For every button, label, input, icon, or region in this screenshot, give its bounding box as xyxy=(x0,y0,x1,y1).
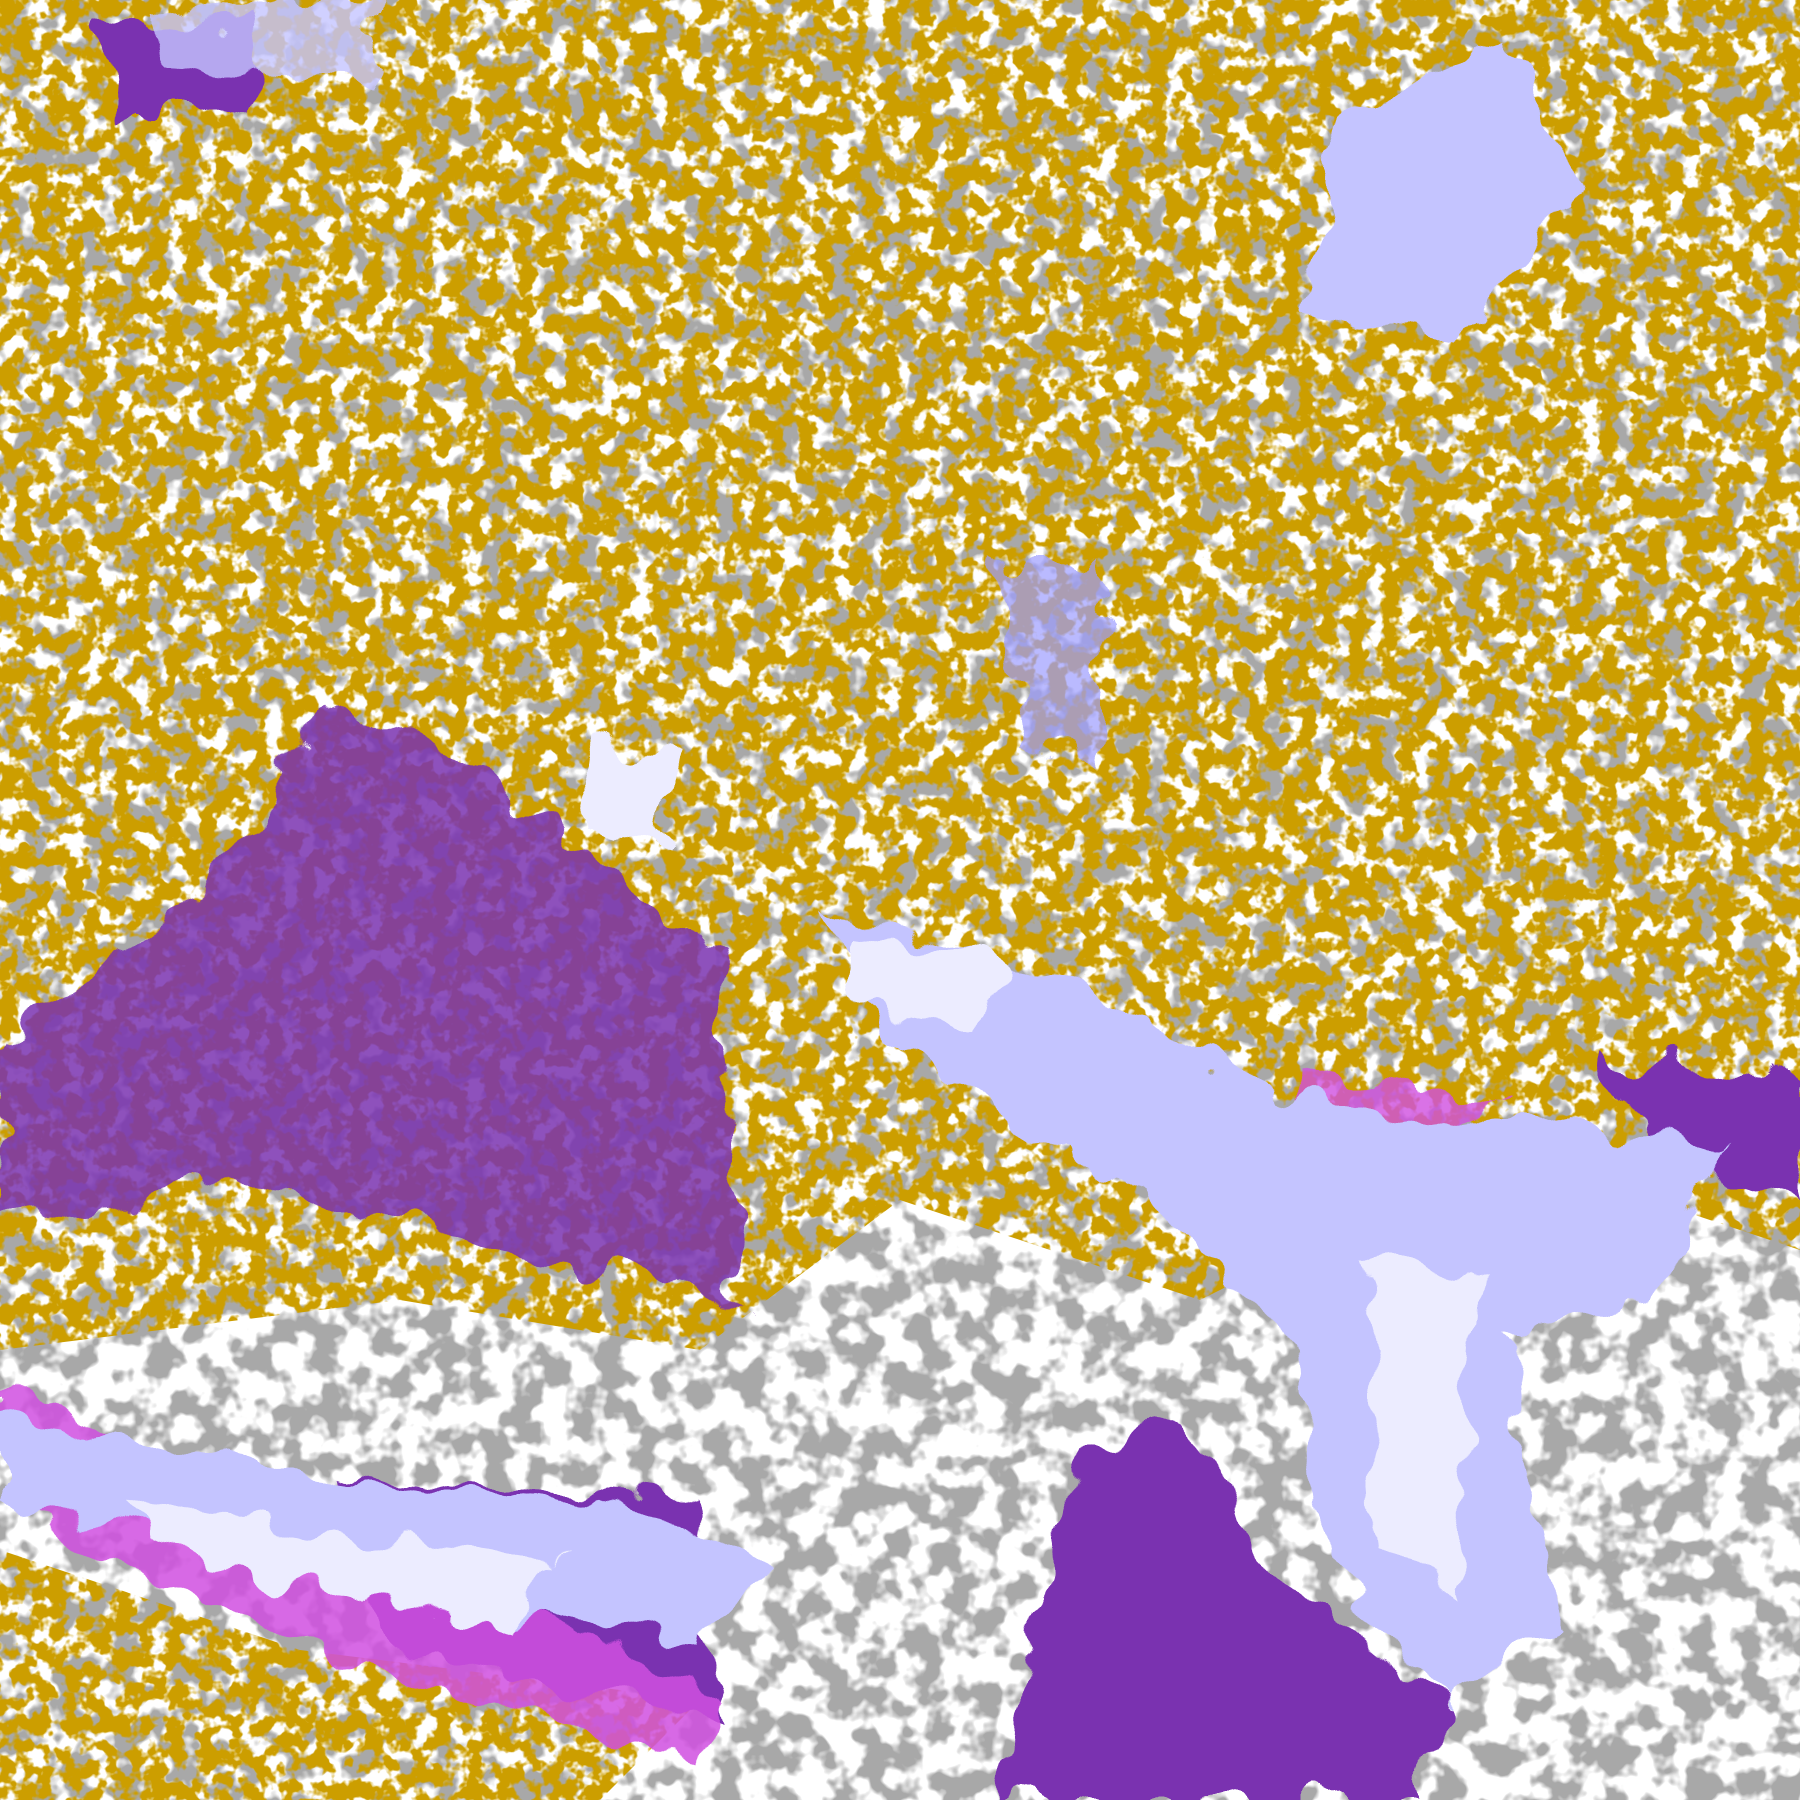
lavender-cloud-layer xyxy=(0,0,1720,1700)
pale-core-east xyxy=(1360,1250,1480,1600)
periwinkle-patches xyxy=(1000,560,1100,760)
gold-region xyxy=(0,1550,700,1800)
purple-band-east xyxy=(1600,1050,1800,1200)
lavender-northeast xyxy=(1300,40,1580,340)
lavender-northwest xyxy=(150,0,380,80)
lavender-band-southwest xyxy=(0,1420,760,1640)
lavender-diagonal-east xyxy=(820,900,1720,1700)
purple-wedge-south xyxy=(1000,1420,1450,1800)
pale-core-east xyxy=(850,930,1000,1030)
purple-band-west xyxy=(0,700,740,1300)
pale-band-southwest xyxy=(120,1500,560,1620)
pale-core-center xyxy=(580,740,680,840)
